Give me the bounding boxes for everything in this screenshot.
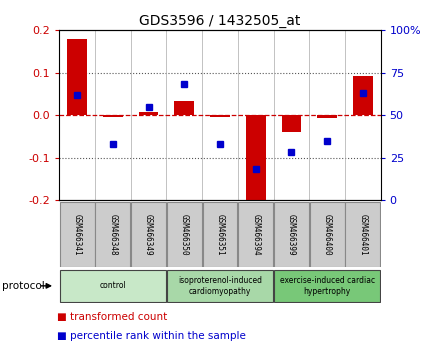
Text: GSM466349: GSM466349 xyxy=(144,214,153,255)
FancyBboxPatch shape xyxy=(167,202,202,267)
Text: exercise-induced cardiac
hypertrophy: exercise-induced cardiac hypertrophy xyxy=(279,276,374,296)
Bar xyxy=(246,115,265,202)
Text: protocol: protocol xyxy=(2,281,45,291)
Bar xyxy=(103,115,123,117)
Text: ■ transformed count: ■ transformed count xyxy=(57,312,168,322)
FancyBboxPatch shape xyxy=(274,202,309,267)
Text: control: control xyxy=(99,281,126,290)
Text: GSM466394: GSM466394 xyxy=(251,214,260,255)
Title: GDS3596 / 1432505_at: GDS3596 / 1432505_at xyxy=(139,14,301,28)
FancyBboxPatch shape xyxy=(60,270,166,302)
Text: ■ percentile rank within the sample: ■ percentile rank within the sample xyxy=(57,331,246,341)
Bar xyxy=(67,39,87,115)
Text: GSM466341: GSM466341 xyxy=(73,214,82,255)
FancyBboxPatch shape xyxy=(345,202,380,267)
Text: GSM466348: GSM466348 xyxy=(108,214,117,255)
FancyBboxPatch shape xyxy=(60,202,95,267)
Text: GSM466400: GSM466400 xyxy=(323,214,332,255)
FancyBboxPatch shape xyxy=(95,202,130,267)
FancyBboxPatch shape xyxy=(167,270,273,302)
Text: GSM466350: GSM466350 xyxy=(180,214,189,255)
Bar xyxy=(282,115,301,132)
Bar xyxy=(317,115,337,119)
Bar xyxy=(353,75,373,115)
FancyBboxPatch shape xyxy=(274,270,380,302)
FancyBboxPatch shape xyxy=(202,202,238,267)
Text: GSM466351: GSM466351 xyxy=(216,214,224,255)
FancyBboxPatch shape xyxy=(310,202,345,267)
Text: GSM466399: GSM466399 xyxy=(287,214,296,255)
Text: isoproterenol-induced
cardiomyopathy: isoproterenol-induced cardiomyopathy xyxy=(178,276,262,296)
Bar xyxy=(175,101,194,115)
FancyBboxPatch shape xyxy=(238,202,273,267)
FancyBboxPatch shape xyxy=(131,202,166,267)
Bar xyxy=(210,115,230,117)
Bar xyxy=(139,112,158,115)
Text: GSM466401: GSM466401 xyxy=(358,214,367,255)
